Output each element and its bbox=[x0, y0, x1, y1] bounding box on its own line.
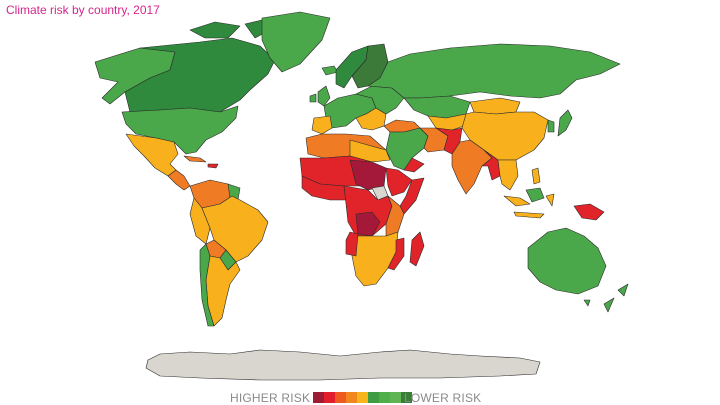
region-russia bbox=[367, 43, 621, 99]
region-cuba bbox=[183, 155, 207, 163]
region-java bbox=[513, 211, 545, 219]
legend-swatch bbox=[357, 392, 368, 403]
region-sulawesi bbox=[545, 193, 555, 207]
region-southeast-asia bbox=[497, 159, 519, 191]
region-balkans bbox=[355, 107, 387, 131]
region-korea bbox=[547, 119, 555, 133]
region-usa bbox=[121, 105, 239, 155]
legend-swatch bbox=[368, 392, 379, 403]
legend-swatch bbox=[401, 392, 412, 403]
region-greenland bbox=[261, 11, 331, 73]
region-yemen bbox=[403, 157, 425, 173]
region-papua bbox=[573, 203, 605, 221]
region-iberia bbox=[311, 115, 333, 135]
region-philippines bbox=[531, 167, 541, 185]
region-indonesia bbox=[503, 195, 531, 207]
legend-swatch bbox=[346, 392, 357, 403]
region-iceland bbox=[321, 65, 339, 76]
legend-swatch bbox=[313, 392, 324, 403]
region-chile bbox=[199, 243, 215, 327]
region-kazakhstan bbox=[403, 95, 471, 119]
legend-swatch bbox=[379, 392, 390, 403]
legend-swatch bbox=[390, 392, 401, 403]
legend-swatch bbox=[335, 392, 346, 403]
region-drc bbox=[355, 211, 381, 237]
region-japan bbox=[557, 109, 573, 137]
region-tasmania bbox=[583, 299, 591, 307]
region-new-zealand bbox=[617, 283, 629, 297]
region-southern-africa bbox=[351, 231, 399, 287]
legend-swatch bbox=[324, 392, 335, 403]
region-hispaniola bbox=[207, 163, 219, 169]
region-antarctica bbox=[145, 349, 541, 381]
region-new-zealand-s bbox=[603, 297, 615, 313]
map-title: Climate risk by country, 2017 bbox=[6, 3, 160, 17]
region-madagascar bbox=[409, 231, 425, 267]
region-borneo bbox=[525, 187, 545, 203]
region-egypt-libya bbox=[349, 139, 391, 163]
region-mozambique bbox=[387, 237, 405, 271]
region-uk bbox=[317, 85, 331, 107]
region-west-africa bbox=[301, 175, 347, 201]
region-canada-islands bbox=[189, 21, 241, 39]
risk-legend: HIGHER RISK LOWER RISK bbox=[0, 388, 720, 405]
region-ethiopia bbox=[385, 167, 413, 197]
region-middle-east bbox=[385, 127, 429, 171]
region-mongolia bbox=[469, 97, 521, 115]
higher-risk-label: HIGHER RISK bbox=[230, 391, 311, 405]
lower-risk-label: LOWER RISK bbox=[404, 391, 482, 405]
region-australia bbox=[527, 227, 607, 295]
region-angola bbox=[345, 231, 359, 257]
region-ireland bbox=[309, 93, 317, 103]
risk-color-scale bbox=[313, 392, 412, 403]
